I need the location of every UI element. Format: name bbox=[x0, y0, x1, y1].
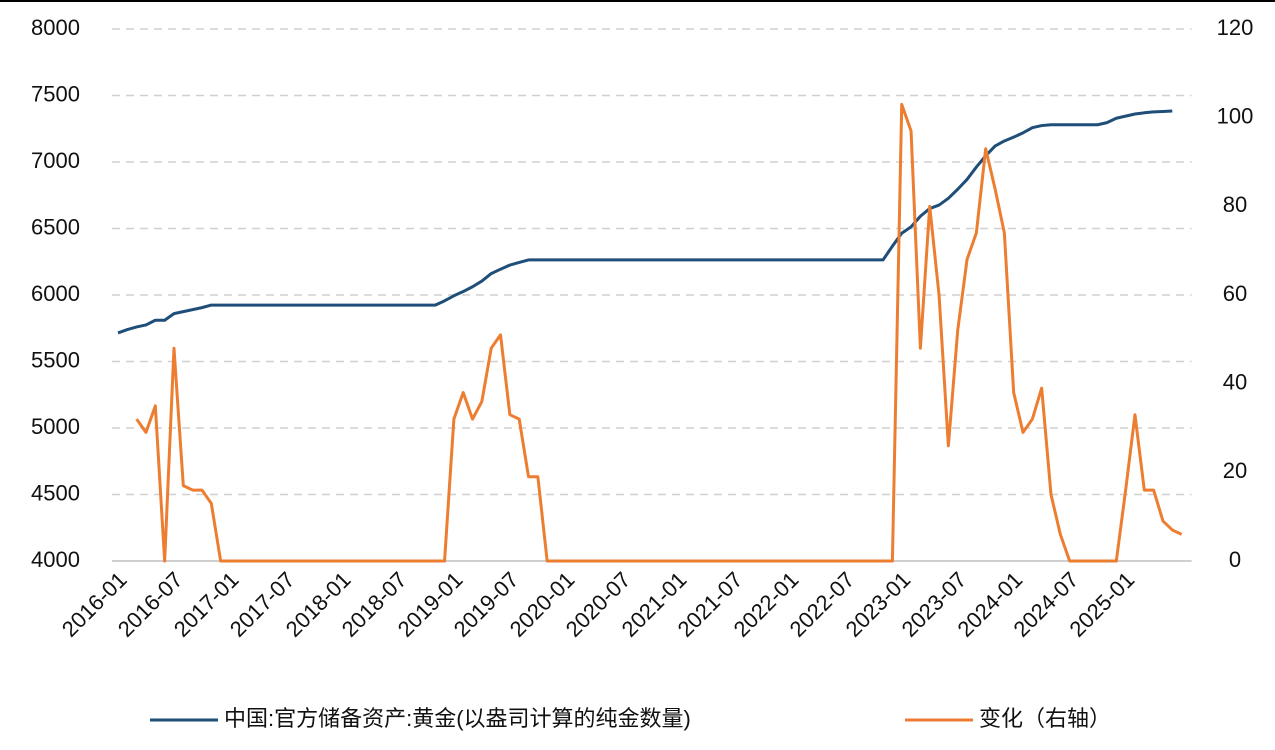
y2-tick-label: 120 bbox=[1217, 15, 1254, 40]
legend-label: 变化（右轴） bbox=[979, 706, 1111, 731]
series-line bbox=[135, 102, 1183, 563]
y2-tick-label: 80 bbox=[1223, 192, 1247, 217]
y-tick-label: 6500 bbox=[31, 214, 80, 239]
y-tick-label: 4500 bbox=[31, 480, 80, 505]
y-tick-label: 8000 bbox=[31, 15, 80, 40]
y-tick-label: 5000 bbox=[31, 414, 80, 439]
y-tick-label: 4000 bbox=[31, 547, 80, 572]
y-tick-label: 6000 bbox=[31, 281, 80, 306]
legend-label: 中国:官方储备资产:黄金(以盎司计算的纯金数量) bbox=[224, 706, 691, 731]
y-tick-label: 7500 bbox=[31, 81, 80, 106]
y2-tick-label: 40 bbox=[1223, 369, 1247, 394]
y2-tick-label: 20 bbox=[1223, 458, 1247, 483]
y-tick-label: 5500 bbox=[31, 347, 80, 372]
y2-tick-label: 0 bbox=[1229, 547, 1241, 572]
series-line bbox=[117, 109, 1173, 335]
y2-tick-label: 100 bbox=[1217, 103, 1254, 128]
y2-tick-label: 60 bbox=[1223, 281, 1247, 306]
y-tick-label: 7000 bbox=[31, 148, 80, 173]
